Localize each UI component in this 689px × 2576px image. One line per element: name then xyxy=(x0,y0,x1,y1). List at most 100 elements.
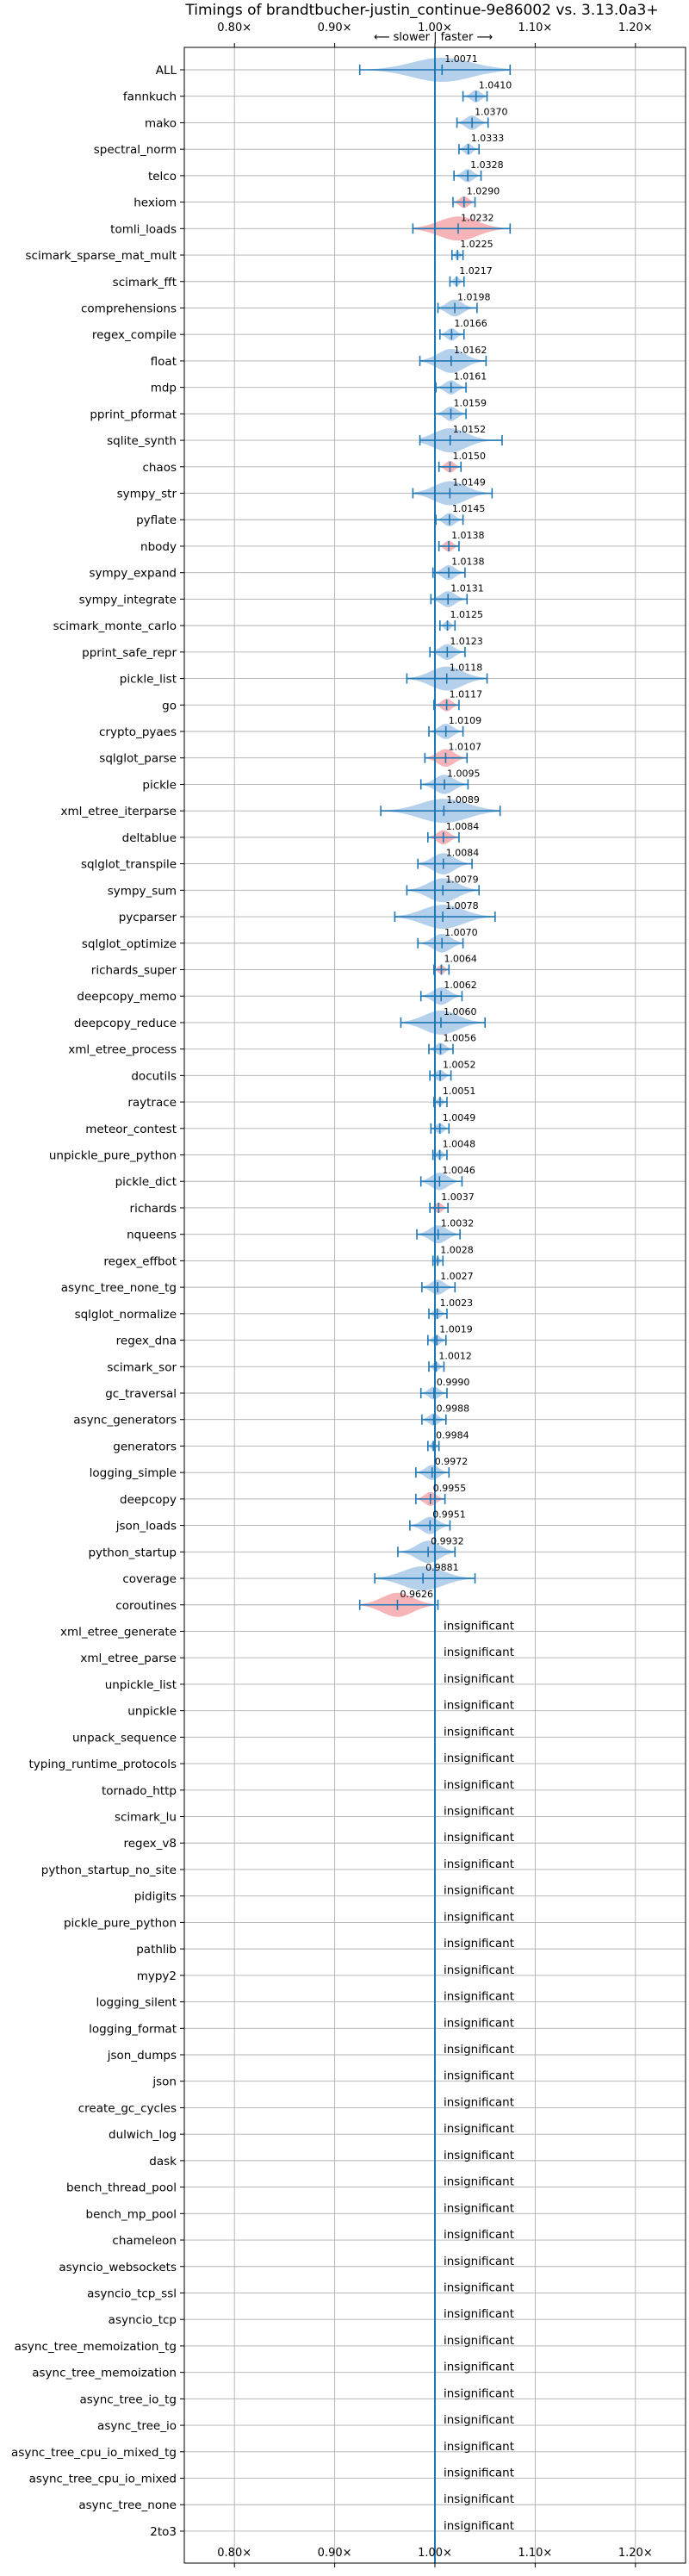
category-label: pickle xyxy=(142,778,177,792)
value-label: 1.0232 xyxy=(461,212,494,223)
category-label: tomli_loads xyxy=(110,222,177,236)
x-tick-label-bottom: 1.10× xyxy=(518,2547,552,2560)
category-label: bench_thread_pool xyxy=(66,2181,177,2195)
insignificant-label: insignificant xyxy=(444,1619,514,1633)
category-label: sqlglot_transpile xyxy=(81,858,177,872)
category-label: sqlglot_normalize xyxy=(75,1308,177,1322)
value-label: 1.0062 xyxy=(444,980,477,991)
category-label: hexiom xyxy=(133,196,177,210)
category-label: async_tree_none_tg xyxy=(61,1281,177,1295)
category-label: pickle_list xyxy=(120,673,177,687)
category-label: 2to3 xyxy=(150,2525,177,2539)
category-label: pickle_dict xyxy=(115,1175,177,1189)
category-label: pprint_safe_repr xyxy=(82,646,177,660)
category-label: regex_dna xyxy=(116,1335,177,1348)
category-label: dulwich_log xyxy=(109,2128,177,2142)
insignificant-label: insignificant xyxy=(444,2307,514,2321)
category-label: dask xyxy=(149,2155,177,2168)
x-tick-label-top: 0.80× xyxy=(217,22,251,34)
label-layer: 0.80× 0.80× 0.90× 0.90× 1.00× 1.00× 1.10× 1.10×… xyxy=(11,22,653,2560)
category-label: deltablue xyxy=(122,831,177,845)
insignificant-label: insignificant xyxy=(444,1752,514,1765)
insignificant-label: insignificant xyxy=(444,2043,514,2056)
category-label: xml_etree_process xyxy=(68,1043,177,1057)
x-tick-label-top: 0.90× xyxy=(318,22,352,34)
category-label: scimark_sor xyxy=(107,1360,177,1374)
value-label: 1.0107 xyxy=(448,742,481,753)
insignificant-label: insignificant xyxy=(444,2440,514,2454)
value-label: 1.0070 xyxy=(444,927,478,938)
category-label: pprint_pformat xyxy=(90,408,177,421)
value-label: 1.0028 xyxy=(440,1244,473,1255)
value-label: 1.0023 xyxy=(440,1297,474,1309)
value-label: 1.0123 xyxy=(450,636,483,647)
insignificant-label: insignificant xyxy=(444,1646,514,1659)
category-label: sympy_expand xyxy=(89,567,177,581)
value-label: 1.0138 xyxy=(451,557,485,568)
category-label: regex_effbot xyxy=(103,1254,177,1268)
x-tick-label-top: 1.20× xyxy=(618,22,653,34)
insignificant-label: insignificant xyxy=(444,1963,514,1977)
value-label: 1.0125 xyxy=(450,609,484,620)
category-label: bench_mp_pool xyxy=(86,2207,177,2221)
category-label: pycparser xyxy=(119,911,177,924)
chart-subtitle: ⟵ slower | faster ⟶ xyxy=(374,31,493,44)
insignificant-label: insignificant xyxy=(444,2069,514,2083)
value-label: 1.0056 xyxy=(444,1033,477,1044)
category-label: async_tree_io xyxy=(97,2419,177,2433)
insignificant-label: insignificant xyxy=(444,2228,514,2242)
value-label: 1.0048 xyxy=(443,1139,476,1150)
category-label: docutils xyxy=(131,1069,177,1083)
value-label: 1.0138 xyxy=(451,530,485,541)
value-label: 1.0051 xyxy=(443,1086,476,1097)
category-label: regex_compile xyxy=(92,328,177,342)
category-label: go xyxy=(162,699,177,712)
value-label: 1.0046 xyxy=(442,1165,475,1176)
value-label: 1.0149 xyxy=(452,477,486,488)
insignificant-label: insignificant xyxy=(444,1778,514,1792)
category-label: telco xyxy=(148,170,177,184)
value-label: 1.0084 xyxy=(446,848,480,859)
category-label: scimark_monte_carlo xyxy=(53,619,177,633)
category-label: crypto_pyaes xyxy=(99,725,177,739)
category-label: fannkuch xyxy=(123,90,177,104)
category-label: meteor_contest xyxy=(85,1123,177,1136)
value-label: 1.0037 xyxy=(441,1192,475,1203)
category-label: raytrace xyxy=(127,1096,177,1110)
value-label: 1.0161 xyxy=(454,371,487,383)
value-label: 0.9881 xyxy=(425,1562,459,1573)
value-label: 1.0064 xyxy=(444,953,477,964)
category-label: create_gc_cycles xyxy=(78,2101,177,2115)
value-label: 1.0027 xyxy=(440,1271,474,1282)
insignificant-label: insignificant xyxy=(444,2386,514,2400)
insignificant-label: insignificant xyxy=(444,1805,514,1819)
value-label: 1.0089 xyxy=(446,794,480,806)
value-label: 1.0052 xyxy=(443,1059,476,1070)
category-label: pyflate xyxy=(136,513,177,527)
value-label: 1.0060 xyxy=(444,1006,477,1017)
category-label: deepcopy_memo xyxy=(77,990,177,1004)
category-label: nbody xyxy=(140,540,177,554)
category-label: gc_traversal xyxy=(105,1387,177,1401)
insignificant-label: insignificant xyxy=(444,2492,514,2506)
insignificant-label: insignificant xyxy=(444,1937,514,1951)
category-label: sqlite_synth xyxy=(107,434,177,448)
value-label: 1.0019 xyxy=(439,1324,473,1335)
x-tick-label-top: 1.00× xyxy=(418,22,452,34)
category-label: sqlglot_optimize xyxy=(82,937,177,951)
value-label: 1.0079 xyxy=(445,874,479,885)
x-tick-label-bottom: 0.90× xyxy=(318,2547,352,2560)
value-label: 0.9951 xyxy=(432,1509,466,1521)
value-label: 1.0370 xyxy=(475,106,508,117)
category-label: scimark_lu xyxy=(115,1811,177,1825)
x-tick-label-bottom: 1.00× xyxy=(418,2547,452,2560)
category-label: pathlib xyxy=(136,1943,177,1957)
category-label: chaos xyxy=(142,461,177,475)
category-label: scimark_fft xyxy=(113,276,177,289)
value-label: 0.9984 xyxy=(436,1429,469,1440)
category-label: async_tree_cpu_io_mixed_tg xyxy=(11,2446,177,2460)
category-label: chameleon xyxy=(112,2234,177,2248)
category-label: deepcopy xyxy=(120,1493,177,1507)
value-label: 1.0333 xyxy=(471,133,505,144)
